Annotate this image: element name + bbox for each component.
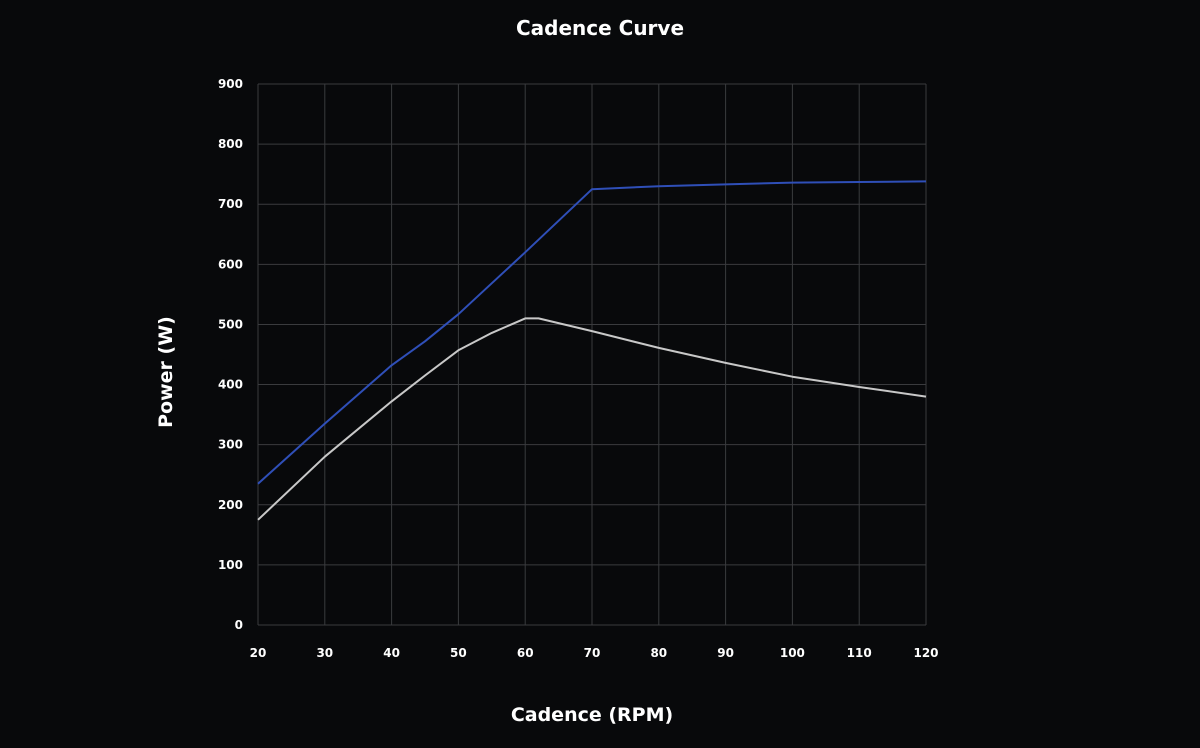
x-tick-label: 60: [517, 646, 534, 660]
y-tick-label: 800: [218, 137, 243, 151]
y-tick-label: 500: [218, 317, 243, 331]
x-tick-label: 30: [316, 646, 333, 660]
chart-title: Cadence Curve: [515, 16, 685, 40]
x-tick-label: 100: [780, 646, 805, 660]
x-tick-label: 70: [584, 646, 601, 660]
y-tick-label: 400: [218, 378, 243, 392]
x-tick-label: 80: [650, 646, 667, 660]
x-tick-label: 90: [717, 646, 734, 660]
x-tick-label: 50: [450, 646, 467, 660]
y-tick-label: 900: [218, 77, 243, 91]
x-axis-label: Cadence (RPM): [510, 704, 674, 726]
y-tick-label: 600: [218, 257, 243, 271]
x-tick-label: 120: [913, 646, 938, 660]
y-tick-label: 200: [218, 498, 243, 512]
y-tick-label: 0: [235, 618, 243, 632]
y-tick-label: 100: [218, 558, 243, 572]
series-line-gray: [257, 317, 927, 521]
x-tick-label: 40: [383, 646, 400, 660]
series-line-blue: [257, 180, 927, 485]
y-tick-label: 300: [218, 438, 243, 452]
x-tick-label: 20: [250, 646, 267, 660]
x-tick-label: 110: [847, 646, 872, 660]
y-tick-label: 700: [218, 197, 243, 211]
